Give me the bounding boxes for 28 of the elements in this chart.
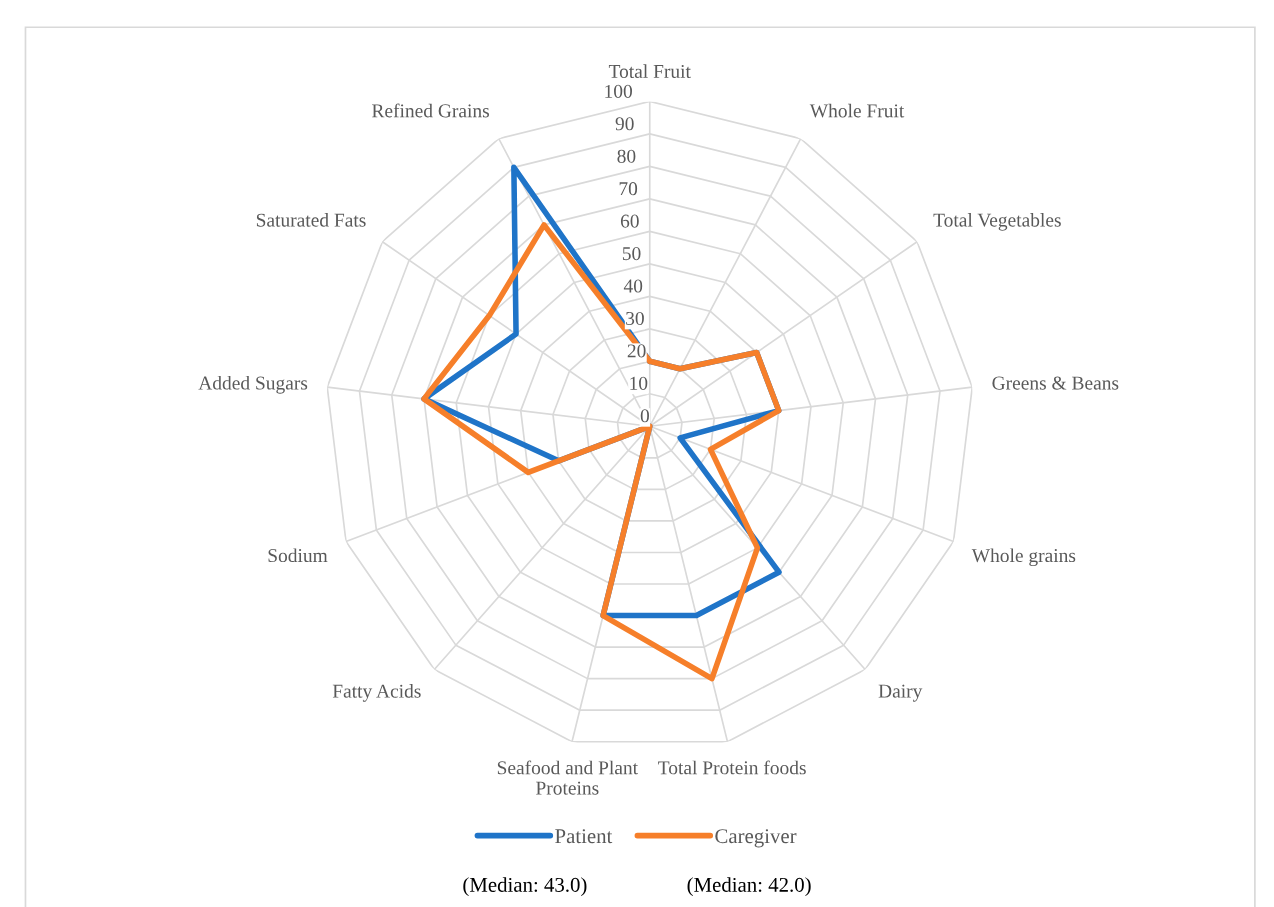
spoke-label: Greens & Beans	[992, 376, 1119, 390]
y-tick-label: 90	[615, 117, 634, 131]
spoke-label: Seafood and Plant Proteins	[497, 760, 638, 795]
spoke-label: Refined Grains	[372, 103, 489, 118]
y-tick-label: 80	[617, 149, 636, 163]
spoke-label: Dairy	[878, 684, 923, 702]
spoke-label: Total Vegetables	[933, 212, 1061, 231]
legend-label: Caregiver	[715, 829, 797, 848]
spoke-label: Total Fruit	[608, 64, 691, 78]
spoke-label: Whole grains	[971, 548, 1076, 567]
y-tick-label: 100	[605, 84, 632, 98]
y-tick-label: 20	[627, 344, 646, 358]
text: (Median: 43.0)	[463, 877, 587, 897]
text: (Median: 42.0)	[687, 877, 811, 897]
y-tick-label: 10	[630, 376, 648, 390]
y-tick-label: 30	[626, 311, 644, 326]
y-tick-label: 0	[640, 409, 649, 423]
spoke-label: Total Protein foods	[658, 760, 806, 775]
y-tick-label: 50	[622, 247, 641, 261]
y-tick-label: 60	[620, 214, 639, 228]
spoke-label: Fatty Acids	[332, 684, 421, 702]
y-tick-label: 70	[619, 182, 638, 196]
spoke-label: Sodium	[268, 548, 328, 563]
spoke-label: Saturated Fats	[256, 213, 366, 227]
legend-label: Patient	[555, 829, 613, 844]
spoke-label: Added Sugars	[198, 375, 308, 394]
y-tick-label: 40	[623, 279, 643, 293]
spoke-label: Whole Fruit	[809, 103, 905, 118]
